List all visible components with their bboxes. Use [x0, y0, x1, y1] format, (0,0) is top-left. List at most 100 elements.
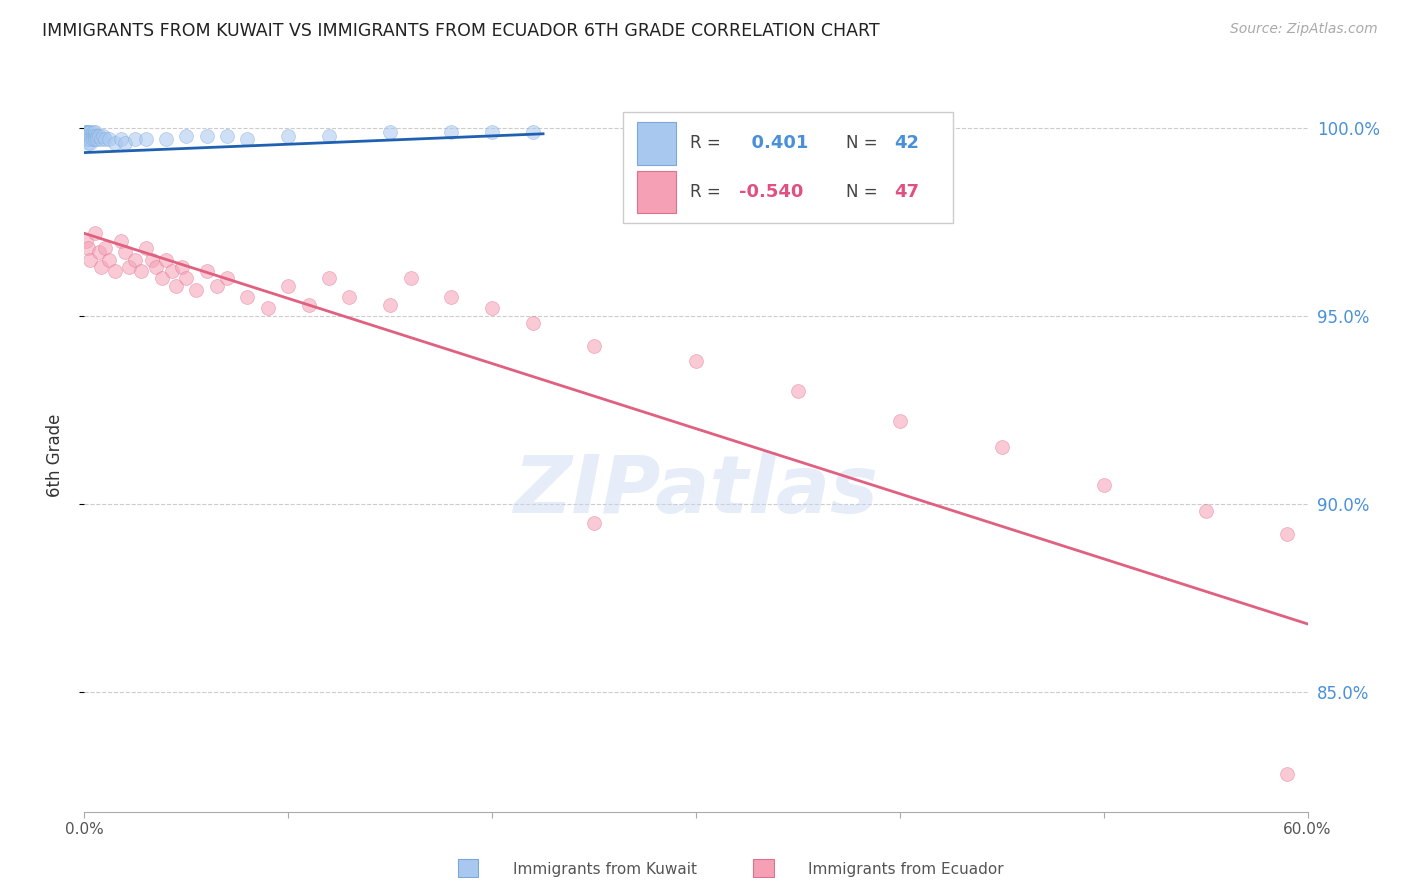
Point — [131, 264, 153, 278]
Point — [217, 128, 239, 143]
Point — [82, 125, 104, 139]
Point — [97, 132, 120, 146]
Point — [87, 245, 110, 260]
Text: Immigrants from Kuwait: Immigrants from Kuwait — [513, 863, 697, 877]
Point — [110, 234, 132, 248]
Point — [160, 264, 183, 278]
Point — [583, 339, 606, 353]
Point — [236, 132, 259, 146]
Point — [583, 516, 606, 530]
Point — [217, 271, 239, 285]
Point — [77, 132, 100, 146]
Point — [195, 128, 218, 143]
Point — [77, 125, 100, 139]
Point — [155, 132, 177, 146]
Point — [522, 125, 544, 139]
Point — [176, 271, 198, 285]
Point — [298, 298, 321, 312]
Point — [440, 290, 463, 304]
Point — [83, 125, 105, 139]
Point — [186, 283, 208, 297]
Point — [75, 125, 97, 139]
Point — [150, 271, 173, 285]
Point — [172, 260, 194, 274]
Text: Immigrants from Ecuador: Immigrants from Ecuador — [808, 863, 1004, 877]
Point — [83, 227, 105, 241]
Point — [90, 132, 112, 146]
Point — [685, 354, 707, 368]
Point — [155, 252, 177, 267]
Point — [787, 384, 810, 398]
Point — [79, 128, 101, 143]
Point — [104, 264, 127, 278]
Text: Source: ZipAtlas.com: Source: ZipAtlas.com — [1230, 22, 1378, 37]
Text: N =: N = — [846, 183, 879, 201]
Point — [104, 136, 127, 151]
Point — [93, 132, 117, 146]
Text: 47: 47 — [894, 183, 920, 201]
Text: 0.401: 0.401 — [738, 135, 808, 153]
Text: R =: R = — [690, 135, 721, 153]
Point — [86, 132, 108, 146]
Point — [75, 125, 97, 139]
Point — [82, 128, 104, 143]
Point — [1092, 478, 1115, 492]
Text: 42: 42 — [894, 135, 920, 153]
Point — [380, 298, 402, 312]
Point — [87, 128, 110, 143]
Point — [176, 128, 198, 143]
Point — [118, 260, 141, 274]
Point — [93, 241, 117, 255]
Point — [165, 279, 187, 293]
Point — [440, 125, 463, 139]
Point — [1277, 526, 1299, 541]
Point — [124, 252, 146, 267]
Point — [195, 264, 218, 278]
Point — [110, 132, 132, 146]
Point — [236, 290, 259, 304]
Point — [79, 125, 101, 139]
Point — [114, 136, 136, 151]
Point — [481, 125, 503, 139]
Point — [1195, 504, 1218, 518]
Point — [75, 234, 97, 248]
Point — [97, 252, 120, 267]
Point — [991, 441, 1014, 455]
Point — [277, 128, 299, 143]
Point — [75, 132, 97, 146]
Point — [83, 128, 105, 143]
Point — [135, 241, 157, 255]
Point — [79, 136, 101, 151]
Point — [889, 414, 911, 428]
Point — [318, 271, 340, 285]
Point — [277, 279, 299, 293]
Text: ZIPatlas: ZIPatlas — [513, 451, 879, 530]
Point — [114, 245, 136, 260]
Text: IMMIGRANTS FROM KUWAIT VS IMMIGRANTS FROM ECUADOR 6TH GRADE CORRELATION CHART: IMMIGRANTS FROM KUWAIT VS IMMIGRANTS FRO… — [42, 22, 880, 40]
Point — [86, 128, 108, 143]
Text: N =: N = — [846, 135, 879, 153]
Point — [481, 301, 503, 316]
Text: -0.540: -0.540 — [738, 183, 803, 201]
Point — [77, 128, 100, 143]
Point — [145, 260, 167, 274]
Point — [79, 252, 101, 267]
Point — [82, 132, 104, 146]
Point — [77, 136, 100, 151]
Point — [380, 125, 402, 139]
Point — [339, 290, 361, 304]
Point — [141, 252, 163, 267]
Point — [75, 128, 97, 143]
FancyBboxPatch shape — [637, 170, 676, 213]
Point — [135, 132, 157, 146]
FancyBboxPatch shape — [637, 122, 676, 165]
Point — [90, 260, 112, 274]
Point — [124, 132, 146, 146]
Point — [257, 301, 280, 316]
Point — [522, 317, 544, 331]
Point — [77, 125, 100, 139]
Point — [77, 241, 100, 255]
Point — [1277, 767, 1299, 781]
Point — [318, 128, 340, 143]
Point — [79, 132, 101, 146]
